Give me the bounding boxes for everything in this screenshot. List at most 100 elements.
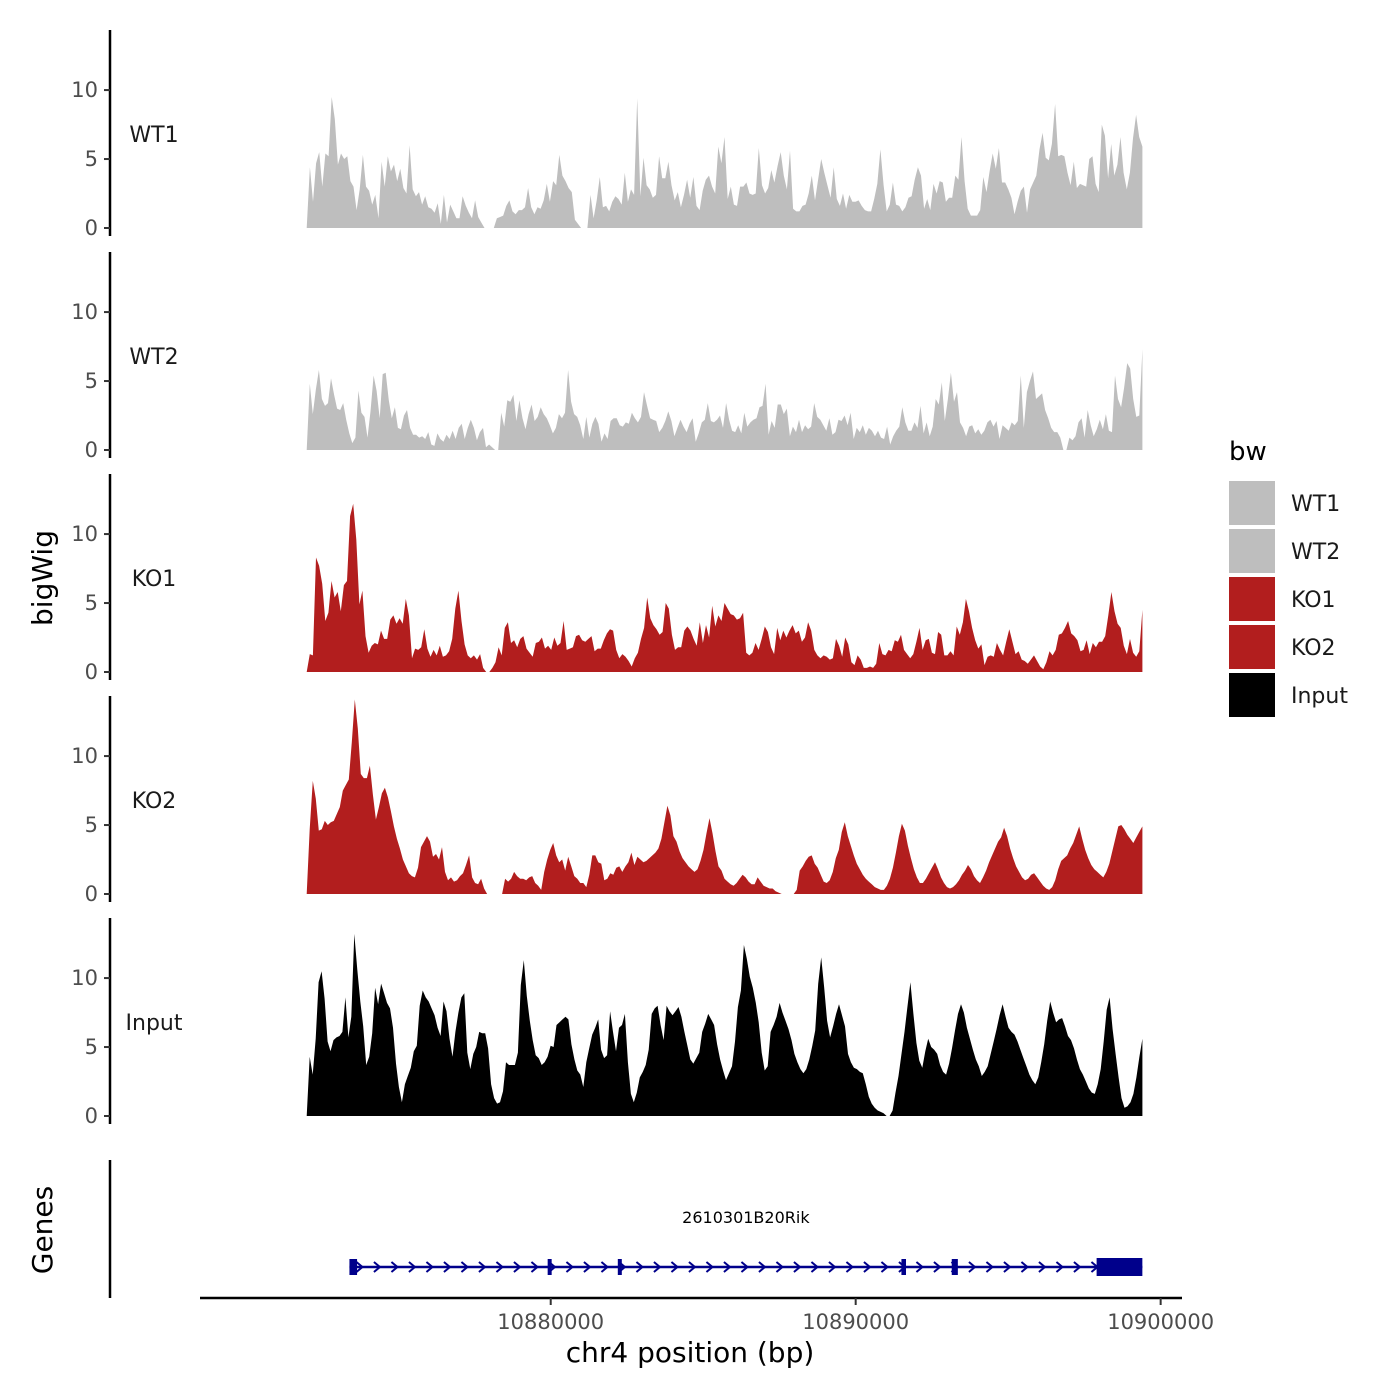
y-tick-label: 0 (85, 1104, 98, 1128)
gene-exon (547, 1259, 552, 1275)
gene-exon (1096, 1258, 1143, 1276)
y-tick-label: 5 (85, 813, 98, 837)
strand-arrow (408, 1261, 417, 1273)
track-wt2: 0 5 10 WT2 (71, 252, 1143, 462)
strand-arrow (1055, 1261, 1064, 1273)
strand-arrow (653, 1261, 662, 1273)
y-tick-label: 10 (71, 78, 98, 102)
strand-arrow (723, 1261, 732, 1273)
strand-arrow (583, 1261, 592, 1273)
y-tick-label: 10 (71, 300, 98, 324)
y-tick-label: 0 (85, 216, 98, 240)
legend-entry-wt2: WT2 (1229, 529, 1340, 573)
strand-arrow (828, 1261, 837, 1273)
legend-label: WT2 (1291, 540, 1340, 565)
x-tick-label: 10900000 (1107, 1310, 1214, 1334)
legend-entry-ko1: KO1 (1229, 577, 1336, 621)
y-tick-label: 5 (85, 147, 98, 171)
strand-arrow (915, 1261, 924, 1273)
strand-arrow (688, 1261, 697, 1273)
genes-panel-label: Genes (26, 1186, 59, 1274)
legend-label: WT1 (1291, 492, 1340, 517)
strand-arrow (460, 1261, 469, 1273)
strand-arrow (443, 1261, 452, 1273)
track-label: Input (126, 1011, 183, 1036)
track-label: KO2 (132, 789, 177, 814)
genes-panel: 2610301B20Rik (108, 1160, 1143, 1298)
strand-arrow (495, 1261, 504, 1273)
strand-arrow (513, 1261, 522, 1273)
track-wt1: 0 5 10 WT1 (71, 30, 1143, 240)
legend-swatch (1229, 577, 1275, 621)
strand-arrow (390, 1261, 399, 1273)
track-label: WT1 (129, 123, 178, 148)
x-tick-label: 10880000 (497, 1310, 604, 1334)
gene-exon (617, 1259, 622, 1275)
y-tick-label: 5 (85, 369, 98, 393)
strand-arrow (933, 1261, 942, 1273)
legend-swatch (1229, 625, 1275, 669)
track-input: 0 5 10 Input (71, 918, 1143, 1128)
y-axis-title: bigWig (26, 530, 59, 626)
strand-arrow (635, 1261, 644, 1273)
legend-title: bw (1229, 437, 1267, 467)
track-ko2: 0 5 10 KO2 (71, 696, 1143, 906)
strand-arrow (670, 1261, 679, 1273)
y-tick-label: 10 (71, 744, 98, 768)
strand-arrow (845, 1261, 854, 1273)
track-label: WT2 (129, 345, 178, 370)
y-tick-label: 0 (85, 660, 98, 684)
strand-arrow (425, 1261, 434, 1273)
y-tick-label: 10 (71, 966, 98, 990)
gene-exon (901, 1259, 907, 1275)
strand-arrow (1020, 1261, 1029, 1273)
legend-swatch (1229, 529, 1275, 573)
legend-label: KO2 (1291, 636, 1336, 661)
strand-arrow (968, 1261, 977, 1273)
legend-entry-ko2: KO2 (1229, 625, 1336, 669)
strand-arrow (530, 1261, 539, 1273)
legend-entry-input: Input (1229, 673, 1348, 717)
strand-arrow (793, 1261, 802, 1273)
strand-arrow (863, 1261, 872, 1273)
x-axis: 10880000 10890000 10900000 (200, 1296, 1214, 1334)
gene-model: 2610301B20Rik (349, 1208, 1143, 1276)
strand-arrow (478, 1261, 487, 1273)
y-tick-label: 5 (85, 591, 98, 615)
x-tick-label: 10890000 (802, 1310, 909, 1334)
track-ko1: 0 5 10 KO1 (71, 474, 1143, 684)
strand-arrow (1003, 1261, 1012, 1273)
strand-arrow (355, 1261, 364, 1273)
strand-arrow (705, 1261, 714, 1273)
gene-exon (349, 1259, 358, 1275)
coverage-area-ko1 (306, 503, 1143, 672)
strand-arrow (775, 1261, 784, 1273)
coverage-area-wt1 (306, 97, 1143, 228)
legend-swatch (1229, 481, 1275, 525)
legend-swatch (1229, 673, 1275, 717)
coverage-area-wt2 (306, 349, 1143, 450)
strand-arrow (880, 1261, 889, 1273)
strand-arrow (810, 1261, 819, 1273)
tracks-layer: 0 5 10 WT1 0 5 10 WT2 0 5 10 KO1 0 5 10 KO2 0 5 10 Input (71, 30, 1143, 1128)
x-axis-title: chr4 position (bp) (566, 1336, 815, 1369)
coverage-area-ko2 (306, 699, 1143, 894)
legend-label: Input (1291, 684, 1348, 709)
legend-entry-wt1: WT1 (1229, 481, 1340, 525)
coverage-area-input (306, 933, 1143, 1116)
strand-arrow (373, 1261, 382, 1273)
strand-arrow (600, 1261, 609, 1273)
gene-name-label: 2610301B20Rik (682, 1208, 810, 1227)
strand-arrow (565, 1261, 574, 1273)
strand-arrow (1073, 1261, 1082, 1273)
strand-arrow (985, 1261, 994, 1273)
y-tick-label: 0 (85, 882, 98, 906)
y-tick-label: 5 (85, 1035, 98, 1059)
gene-exon (951, 1259, 958, 1275)
y-tick-label: 10 (71, 522, 98, 546)
legend-label: KO1 (1291, 588, 1336, 613)
strand-arrow (1038, 1261, 1047, 1273)
strand-arrow (740, 1261, 749, 1273)
track-label: KO1 (132, 567, 177, 592)
